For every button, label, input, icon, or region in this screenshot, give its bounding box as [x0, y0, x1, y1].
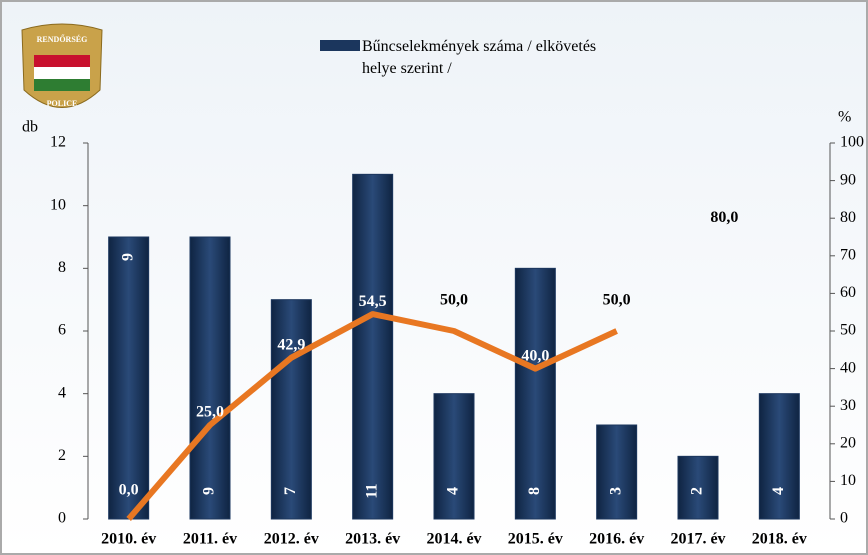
y-tick-label: 6	[58, 322, 66, 339]
bar	[190, 237, 230, 519]
chart: RENDŐRSÉG POLICE db % 024681012010203040…	[0, 0, 868, 555]
y-tick-label: 12	[50, 134, 66, 151]
bar-value-label: 4	[770, 487, 787, 495]
line-value-label: 80,0	[710, 209, 738, 226]
x-tick-label: 2015. év	[508, 531, 563, 548]
bar-value-label: 8	[526, 487, 543, 495]
x-tick-label: 2016. év	[589, 531, 644, 548]
y-tick-label: 8	[58, 259, 66, 276]
line-value-label: 50,0	[440, 292, 468, 309]
bar	[109, 237, 149, 519]
y2-tick-label: 90	[840, 171, 856, 188]
bar-value-label: 11	[363, 483, 380, 498]
bar	[597, 425, 637, 519]
bar	[759, 394, 799, 519]
line-value-label: 0,0	[119, 482, 139, 499]
y-axis-label: db	[22, 119, 38, 136]
y-tick-label: 2	[58, 447, 66, 464]
bar	[353, 174, 393, 519]
x-tick-label: 2013. év	[345, 531, 400, 548]
line-value-label: 50,0	[603, 292, 631, 309]
logo-bottom: POLICE	[47, 99, 78, 108]
page: RENDŐRSÉG POLICE db % 024681012010203040…	[0, 0, 868, 555]
bar-value-label: 4	[445, 487, 462, 495]
logo: RENDŐRSÉG POLICE	[22, 24, 102, 108]
y2-tick-label: 80	[840, 209, 856, 226]
x-tick-label: 2017. év	[670, 531, 725, 548]
bar	[515, 268, 555, 519]
legend-swatch	[320, 40, 360, 51]
y-tick-label: 0	[58, 510, 66, 527]
line-value-label: 25,0	[196, 404, 224, 421]
bar-value-label: 3	[607, 487, 624, 495]
x-tick-label: 2014. év	[426, 531, 481, 548]
x-tick-label: 2010. év	[101, 531, 156, 548]
x-tick-label: 2011. év	[183, 531, 237, 548]
y2-tick-label: 50	[840, 322, 856, 339]
line-value-label: 40,0	[521, 347, 549, 364]
bar	[271, 300, 311, 519]
legend-label: Bűncselekmények száma / elkövetés helye …	[362, 36, 602, 80]
bar	[434, 394, 474, 519]
y2-axis-label: %	[838, 109, 851, 126]
y2-tick-label: 40	[840, 359, 856, 376]
y-tick-label: 10	[50, 196, 66, 213]
logo-top: RENDŐRSÉG	[37, 34, 88, 44]
y2-tick-label: 30	[840, 397, 856, 414]
line-value-label: 42,9	[277, 336, 305, 353]
y2-tick-label: 100	[840, 134, 864, 151]
x-tick-label: 2012. év	[264, 531, 319, 548]
y2-tick-label: 10	[840, 472, 856, 489]
y2-tick-label: 20	[840, 434, 856, 451]
line-value-label: 54,5	[359, 293, 387, 310]
y2-tick-label: 60	[840, 284, 856, 301]
y-tick-label: 4	[58, 384, 66, 401]
x-tick-label: 2018. év	[752, 531, 807, 548]
y2-tick-label: 0	[840, 510, 848, 527]
bar-value-label: 7	[282, 487, 299, 495]
bar-value-label: 2	[689, 487, 706, 495]
y2-tick-label: 70	[840, 246, 856, 263]
bar-value-label: 9	[201, 487, 218, 495]
bar-value-label: 9	[119, 253, 136, 261]
